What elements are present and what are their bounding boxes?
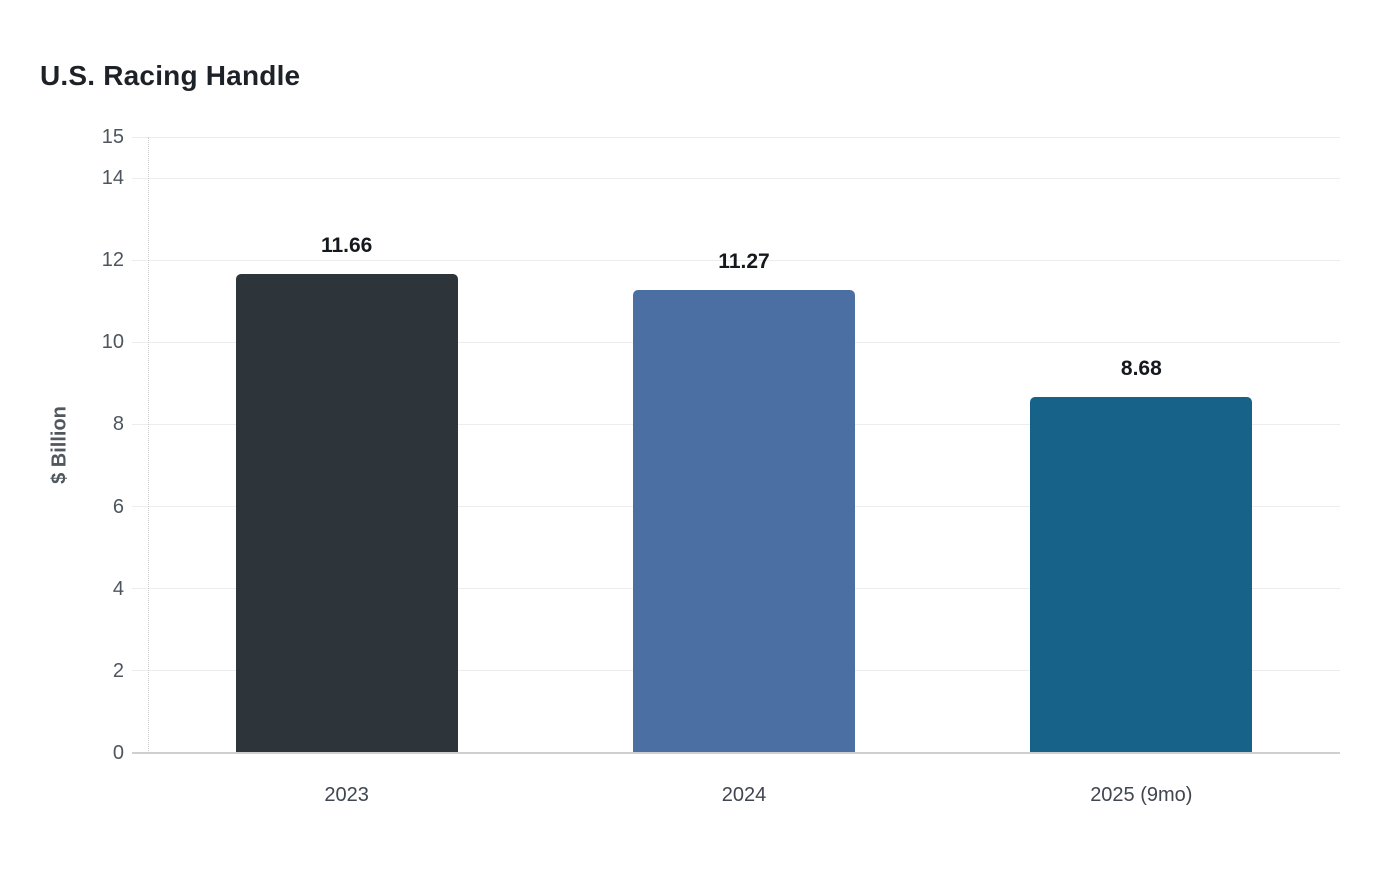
y-tick-label: 15 (101, 126, 124, 148)
y-axis-line (148, 137, 149, 753)
y-tick-label: 10 (101, 331, 124, 354)
x-tick-label: 2023 (324, 784, 369, 806)
gridline (132, 259, 1340, 261)
y-tick-label: 14 (101, 167, 124, 190)
bar-value-label: 11.27 (718, 250, 770, 274)
y-tick-label: 12 (101, 249, 124, 272)
bar-value-label: 11.66 (320, 234, 373, 258)
y-tick-label: 8 (112, 413, 124, 436)
y-tick-label: 0 (112, 742, 124, 764)
gridline (132, 177, 1340, 179)
bar-value-label: 8.68 (1120, 356, 1162, 380)
x-tick-label: 2025 (9mo) (1090, 784, 1193, 806)
y-tick-label: 4 (112, 577, 124, 600)
x-axis-line (132, 752, 1340, 754)
bar-2023 (235, 274, 458, 753)
x-tick-label: 2024 (721, 784, 767, 806)
y-tick-label: 6 (112, 495, 124, 518)
gridline (132, 136, 1340, 138)
bar-2024 (633, 290, 855, 753)
chart-title: U.S. Racing Handle (40, 60, 301, 91)
y-tick-label: 2 (112, 659, 124, 682)
bar-2025-9mo- (1030, 396, 1253, 753)
